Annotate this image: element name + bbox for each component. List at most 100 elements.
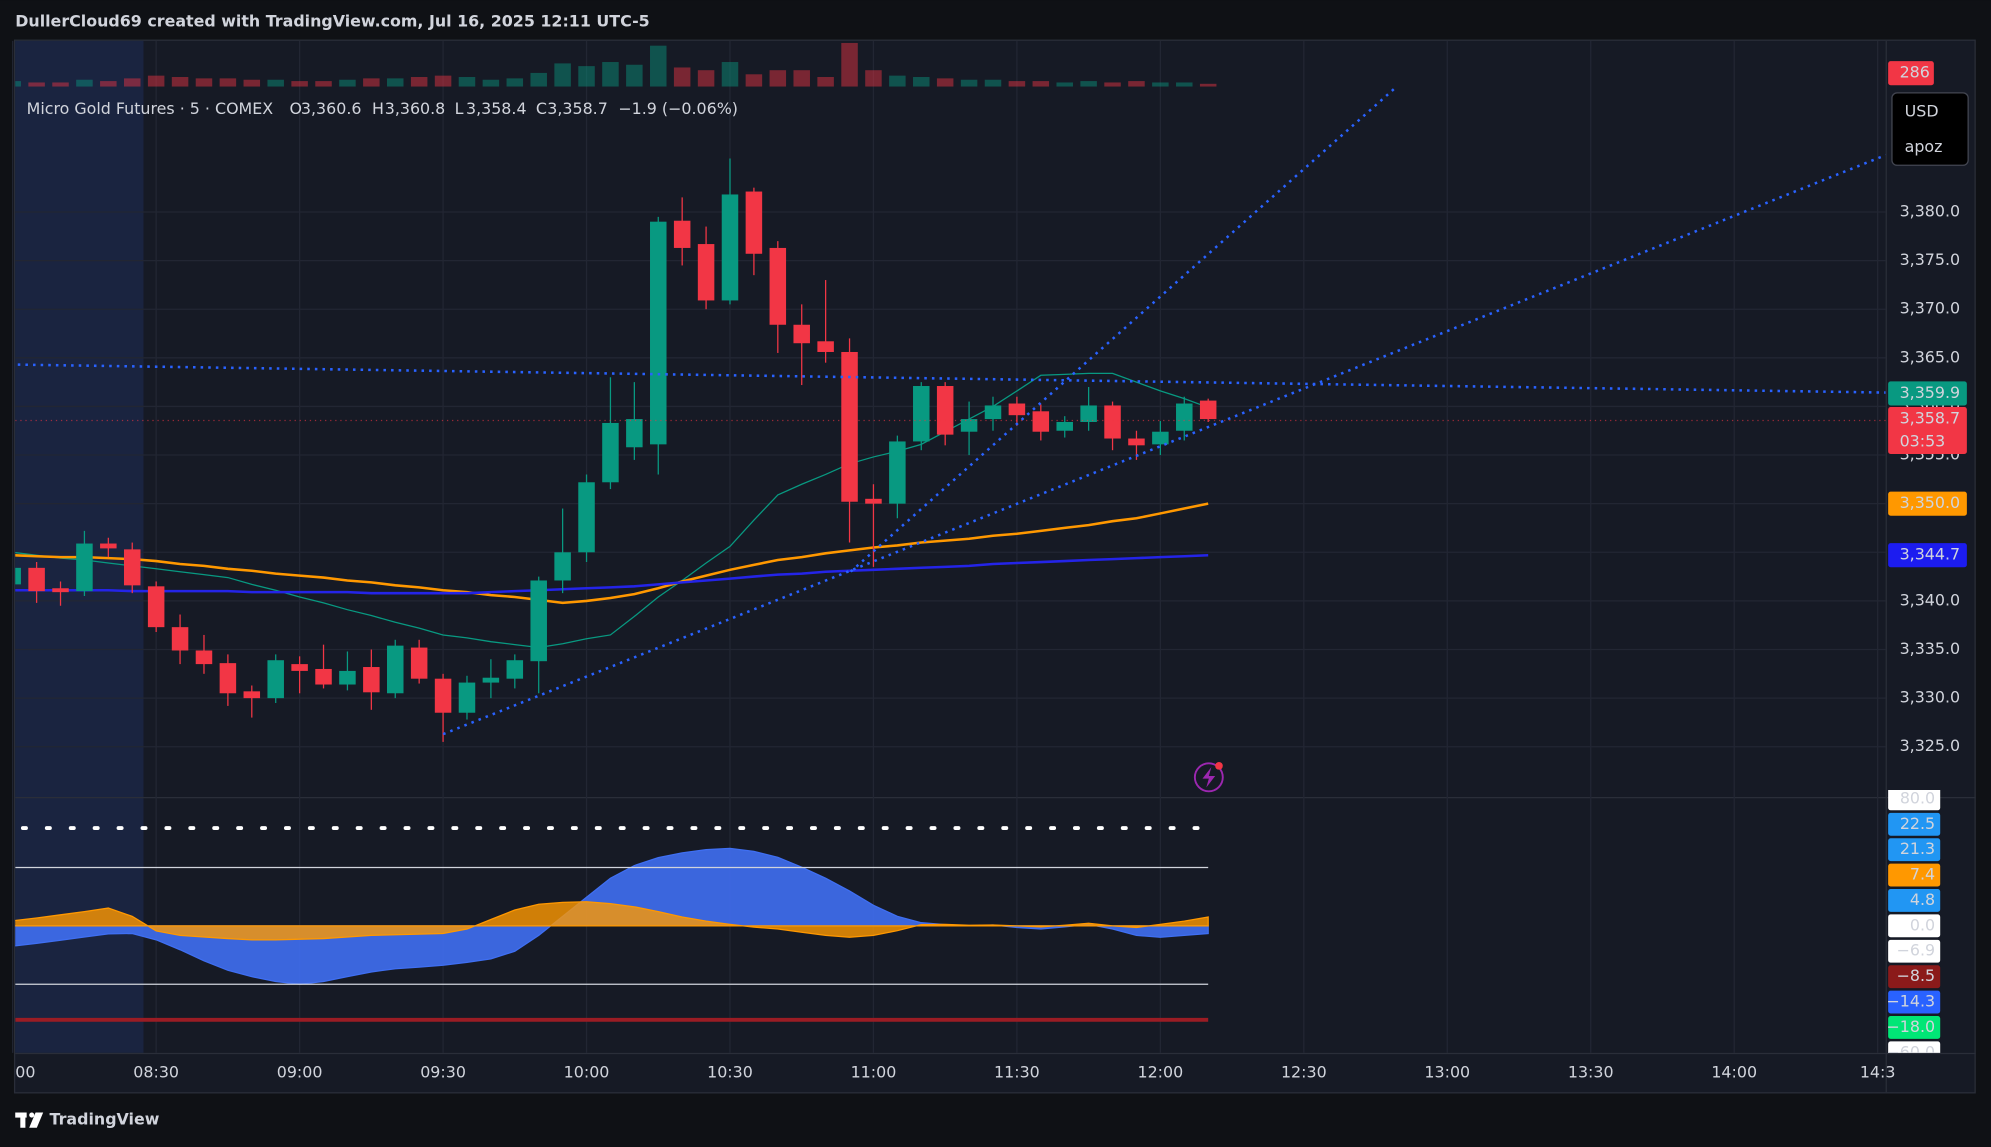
x-tick-label: 09:30 [420,1063,466,1082]
candle-body [1008,403,1026,416]
x-tick-label: 13:30 [1568,1063,1614,1082]
x-tick-label: 00 [15,1063,35,1082]
scale-label: 0.0 [1910,915,1935,934]
candle-body [984,405,1002,420]
volume-bar [100,81,117,87]
grid [12,40,1886,1053]
volume-bar [602,62,619,87]
moving-average [15,372,1209,649]
candle-body [530,580,547,662]
candle-body [315,668,332,685]
candle-body [339,670,356,685]
candle-body [363,667,380,693]
y-tick-label: 3,335.0 [1900,639,1961,658]
currency: USD [1905,101,1939,120]
price-pane [15,42,1217,742]
volume-bar [147,75,165,87]
price-label-box [1888,407,1967,454]
volume-bar [171,77,189,87]
price-axis: 3,325.03,330.03,335.03,340.03,345.03,350… [1888,61,1967,755]
candle-body [673,220,691,248]
candle-body [865,498,882,504]
volume-bar [315,81,332,87]
volume-bar [1056,82,1073,87]
scale-label-box [1888,914,1941,938]
volume-bar [28,82,45,87]
moving-average [15,553,1209,595]
x-tick-label: 11:30 [994,1063,1040,1082]
volume-bar [76,79,93,87]
candle-body [410,647,428,679]
symbol-title: Micro Gold Futures · 5 · COMEX [27,99,274,118]
scale-label: 21.3 [1900,839,1935,858]
candle-body [171,627,189,651]
currency-box[interactable] [1891,92,1969,166]
scale-label-box [1888,863,1941,887]
scale-label: −18.0 [1887,1017,1936,1036]
candle-body [506,660,524,679]
scale-label: 4.8 [1910,890,1935,909]
candle-body [578,482,595,553]
scale-label: −60.0 [1887,1042,1936,1061]
candle-body [554,552,571,581]
candle-body [817,341,834,352]
volume-bar [817,77,834,87]
candle-body [1056,421,1073,431]
legend-value: 3,360.6 [301,99,362,118]
x-tick-label: 12:30 [1281,1063,1327,1082]
y-tick-label: 3,370.0 [1900,299,1961,318]
scale-label-box [1888,939,1941,963]
chart-panel [13,39,1976,1094]
y-tick-label: 3,325.0 [1900,736,1961,755]
volume-bar [387,78,404,87]
price-label: 3,359.9 [1900,383,1961,402]
volume-bar [721,62,739,87]
legend-key: C [536,99,547,118]
legend-change: −1.9 (−0.06%) [618,99,738,118]
price-label-box [1888,543,1967,568]
x-tick-label: 09:00 [277,1063,323,1082]
alert-dot [1215,762,1223,770]
candle-body [52,588,69,593]
x-tick-label: 10:30 [707,1063,753,1082]
y-tick-label: 3,380.0 [1900,201,1961,220]
candle-body [243,691,261,699]
candle-body [291,664,308,671]
candle-body [219,663,237,694]
scale-label: −6.9 [1897,941,1936,960]
volume-bar [889,75,906,87]
x-tick-label: 14:00 [1711,1063,1757,1082]
volume-bar [482,79,500,87]
scale-label-box [1888,990,1941,1014]
legend-value: 3,358.7 [547,99,608,118]
volume-bar [15,81,21,87]
alert-icon[interactable] [1193,762,1224,793]
volume-bar [1152,82,1169,87]
scale-label-box [1888,889,1941,912]
volume-bar [673,67,691,87]
volume-bar [52,82,69,87]
x-tick-label: 11:00 [851,1063,897,1082]
candle-body [721,194,739,301]
volume-bar [363,78,380,87]
volume-bar [434,75,452,87]
price-label: 3,350.0 [1900,493,1961,512]
candle-body [602,422,619,483]
scale-label: 80.0 [1900,788,1935,807]
alert-bolt [1202,767,1216,788]
legend-key: L [455,99,464,118]
volume-bar [913,77,930,87]
candle-body [147,586,165,628]
price-label: 3,358.7 [1900,409,1961,428]
candle-body [1152,431,1169,445]
volume-bar [745,74,763,87]
volume-bar [793,70,810,87]
candle-body [1176,403,1193,431]
volume-bar [1176,82,1193,87]
drawings [15,85,1886,793]
y-tick-label: 3,365.0 [1900,347,1961,366]
volume-bar [530,72,547,87]
volume-bar [1104,82,1121,87]
x-tick-label: 12:00 [1138,1063,1184,1082]
